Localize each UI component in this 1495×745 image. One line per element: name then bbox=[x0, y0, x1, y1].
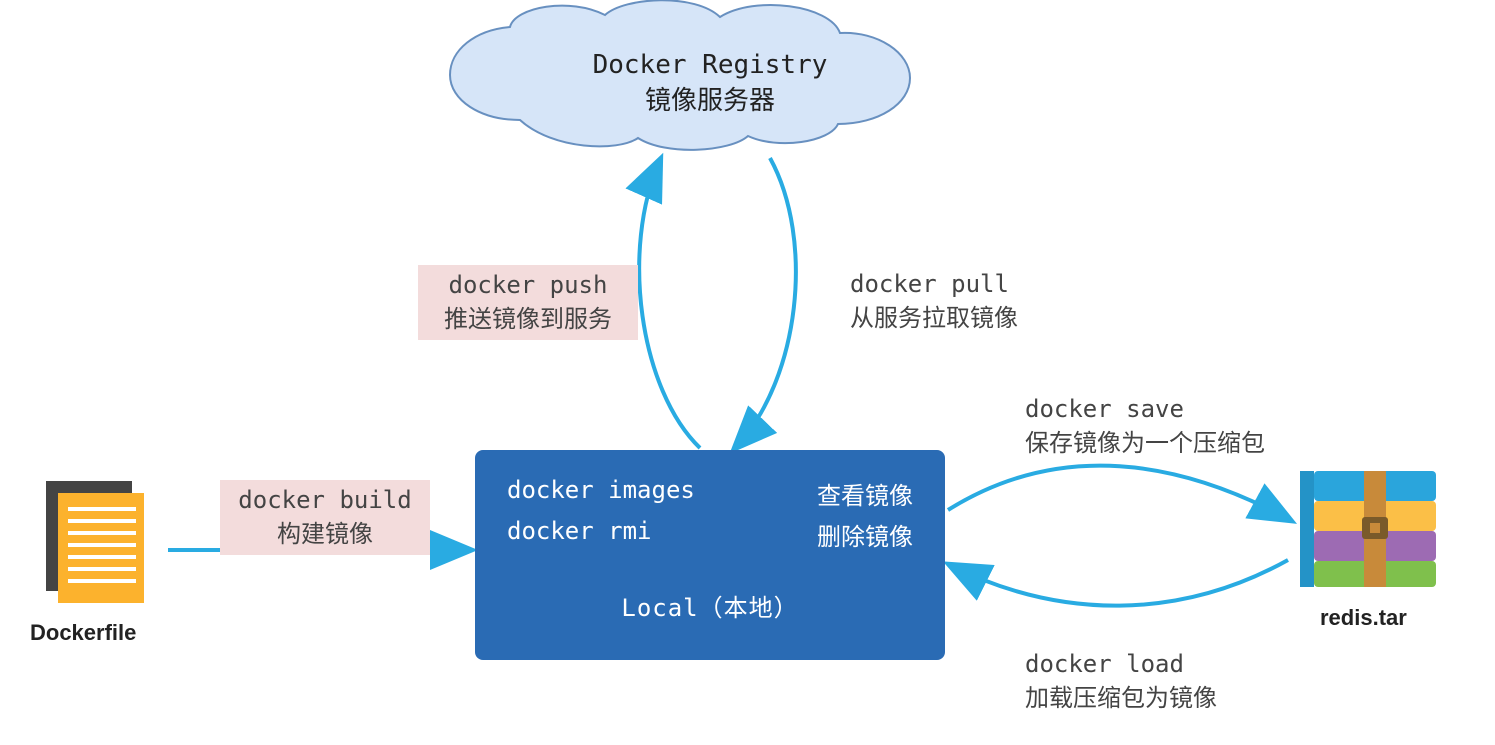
label-build-cmd: docker build bbox=[230, 486, 420, 514]
label-push-cmd: docker push bbox=[428, 271, 628, 299]
label-build-desc: 构建镜像 bbox=[230, 514, 420, 549]
edge-push bbox=[639, 160, 700, 448]
registry-title: Docker Registry 镜像服务器 bbox=[560, 50, 860, 117]
edge-pull bbox=[735, 158, 796, 448]
local-box: docker images 查看镜像 docker rmi 删除镜像 Local… bbox=[475, 450, 945, 660]
local-footer: Local（本地） bbox=[495, 588, 925, 623]
label-load-cmd: docker load bbox=[1025, 650, 1217, 678]
label-pull: docker pull 从服务拉取镜像 bbox=[850, 270, 1018, 333]
dockerfile-icon bbox=[40, 475, 150, 605]
local-row-1-cmd: docker rmi bbox=[507, 517, 652, 552]
edge-load bbox=[950, 560, 1288, 606]
label-save-desc: 保存镜像为一个压缩包 bbox=[1025, 423, 1265, 458]
edge-save bbox=[948, 466, 1290, 520]
redis-tar-icon bbox=[1300, 465, 1440, 595]
label-pull-cmd: docker pull bbox=[850, 270, 1018, 298]
label-load-desc: 加载压缩包为镜像 bbox=[1025, 678, 1217, 713]
label-pull-desc: 从服务拉取镜像 bbox=[850, 298, 1018, 333]
local-row-1: docker rmi 删除镜像 bbox=[507, 517, 913, 552]
label-build: docker build 构建镜像 bbox=[220, 480, 430, 555]
local-row-0: docker images 查看镜像 bbox=[507, 476, 913, 511]
label-push-desc: 推送镜像到服务 bbox=[428, 299, 628, 334]
label-save: docker save 保存镜像为一个压缩包 bbox=[1025, 395, 1265, 458]
registry-title-line1: Docker Registry bbox=[560, 50, 860, 80]
label-save-cmd: docker save bbox=[1025, 395, 1265, 423]
label-push: docker push 推送镜像到服务 bbox=[418, 265, 638, 340]
local-row-0-cmd: docker images bbox=[507, 476, 695, 511]
local-row-0-desc: 查看镜像 bbox=[817, 476, 913, 511]
dockerfile-caption: Dockerfile bbox=[30, 620, 136, 646]
label-load: docker load 加载压缩包为镜像 bbox=[1025, 650, 1217, 713]
local-row-1-desc: 删除镜像 bbox=[817, 517, 913, 552]
redis-tar-caption: redis.tar bbox=[1320, 605, 1407, 631]
registry-title-line2: 镜像服务器 bbox=[560, 80, 860, 117]
